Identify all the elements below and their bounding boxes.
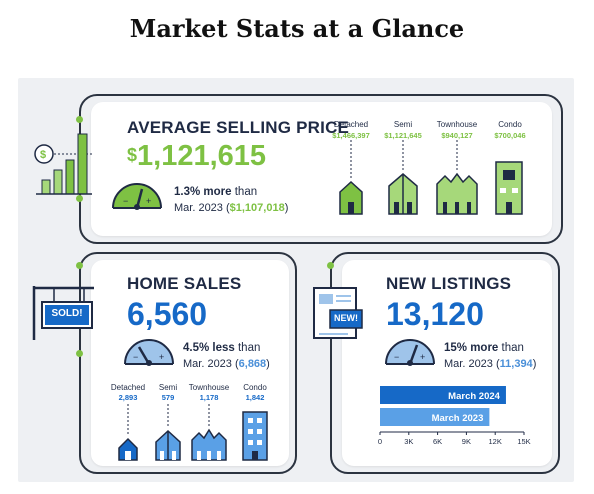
sales-type-label: Condo	[243, 383, 267, 392]
connector-dot	[76, 262, 83, 269]
price-type-value: $1,121,645	[384, 131, 422, 140]
sales-type-value: 579	[161, 393, 175, 402]
svg-text:+: +	[159, 352, 164, 362]
price-type-value: $700,046	[494, 131, 526, 140]
semi-house-icon	[388, 140, 418, 215]
sales-type-value: 1,178	[199, 393, 219, 402]
price-type-label: Semi	[393, 120, 413, 129]
listings-chart-svg: March 2024 March 2023 0 3K 6K 9K 12K 15K	[378, 386, 531, 446]
svg-text:−: −	[394, 352, 399, 362]
detached-house-icon	[339, 140, 363, 215]
currency-symbol: $	[127, 145, 138, 165]
sales-connector-line	[79, 252, 297, 474]
sales-type-value: 1,842	[245, 393, 265, 402]
price-previous-text: Mar. 2023 ($1,107,018)	[174, 202, 289, 214]
average-price-title: AVERAGE SELLING PRICE	[127, 118, 350, 137]
detached-house-icon	[118, 404, 138, 461]
svg-text:−: −	[133, 352, 138, 362]
townhouse-icon	[436, 140, 478, 215]
listings-x-tick-label: 3K	[404, 437, 413, 446]
semi-house-icon	[155, 404, 181, 461]
townhouse-icon	[191, 404, 227, 461]
home-sales-card: HOME SALES 6,560 − + 4.5% less than Mar.…	[91, 260, 289, 466]
condo-building-icon	[242, 411, 268, 461]
price-change-text: 1.3% more than	[174, 186, 258, 198]
listings-bar-label: March 2023	[432, 413, 484, 424]
price-type-value: $1,466,397	[332, 131, 370, 140]
listings-bar-label: March 2024	[448, 391, 500, 402]
price-type-label: Condo	[498, 120, 522, 129]
sold-sign-text: SOLD!	[51, 308, 83, 319]
condo-building-icon	[495, 161, 523, 215]
sales-type-value: 2,893	[118, 393, 138, 402]
new-listing-icon	[313, 287, 363, 339]
listings-bar	[380, 386, 506, 404]
sales-type-label: Detached	[110, 383, 146, 392]
price-gauge-icon: − +	[112, 183, 162, 210]
sold-sign-icon: SOLD!	[28, 284, 98, 340]
svg-text:+: +	[146, 196, 151, 206]
average-price-number: 1,121,615	[137, 140, 267, 172]
new-listings-title: NEW LISTINGS	[386, 274, 512, 293]
price-type-value: $940,127	[441, 131, 473, 140]
home-sales-value: 6,560	[127, 296, 208, 332]
average-price-value: $1,121,615	[127, 140, 266, 173]
listings-previous-value: 11,394	[499, 358, 533, 370]
price-type-label: Detached	[333, 120, 369, 129]
listings-x-tick-label: 0	[378, 437, 382, 446]
listings-x-tick-label: 15K	[517, 437, 530, 446]
sales-previous-value: 6,868	[238, 358, 267, 370]
sales-gauge-icon: − +	[124, 339, 174, 366]
new-listings-value: 13,120	[386, 296, 484, 332]
sales-type-label: Semi	[158, 383, 178, 392]
svg-text:$: $	[40, 149, 46, 161]
average-price-card: AVERAGE SELLING PRICE $1,121,615 − + 1.3…	[91, 102, 552, 236]
price-bars-icon: $	[34, 133, 92, 195]
listings-bar-chart: March 2024 March 2023 0 3K 6K 9K 12K 15K	[372, 380, 544, 464]
sales-previous-text: Mar. 2023 (6,868)	[183, 358, 270, 370]
new-listings-card: NEW LISTINGS 13,120 − + 15% more than Ma…	[342, 260, 552, 466]
connector-dot	[76, 350, 83, 357]
svg-text:−: −	[123, 196, 128, 206]
sales-change-text: 4.5% less than	[183, 342, 261, 354]
listings-previous-text: Mar. 2023 (11,394)	[444, 358, 537, 370]
listings-bar	[380, 408, 490, 426]
home-sales-title: HOME SALES	[127, 274, 242, 293]
page-title: Market Stats at a Glance	[129, 14, 465, 43]
connector-dot	[76, 195, 83, 202]
listings-x-tick-label: 9K	[462, 437, 471, 446]
listings-x-tick-label: 6K	[433, 437, 442, 446]
new-badge-text: NEW!	[334, 313, 358, 323]
listings-gauge-icon: − +	[385, 339, 435, 366]
listings-x-tick-label: 12K	[489, 437, 502, 446]
svg-text:+: +	[420, 352, 425, 362]
price-type-label: Townhouse	[436, 120, 478, 129]
sales-type-label: Townhouse	[188, 383, 230, 392]
infographic-canvas: AVERAGE SELLING PRICE $1,121,615 − + 1.3…	[18, 78, 574, 482]
listings-change-text: 15% more than	[444, 342, 524, 354]
connector-dot	[76, 116, 83, 123]
price-previous-value: $1,107,018	[229, 202, 285, 214]
listings-connector-line	[330, 252, 560, 474]
connector-dot	[327, 262, 334, 269]
